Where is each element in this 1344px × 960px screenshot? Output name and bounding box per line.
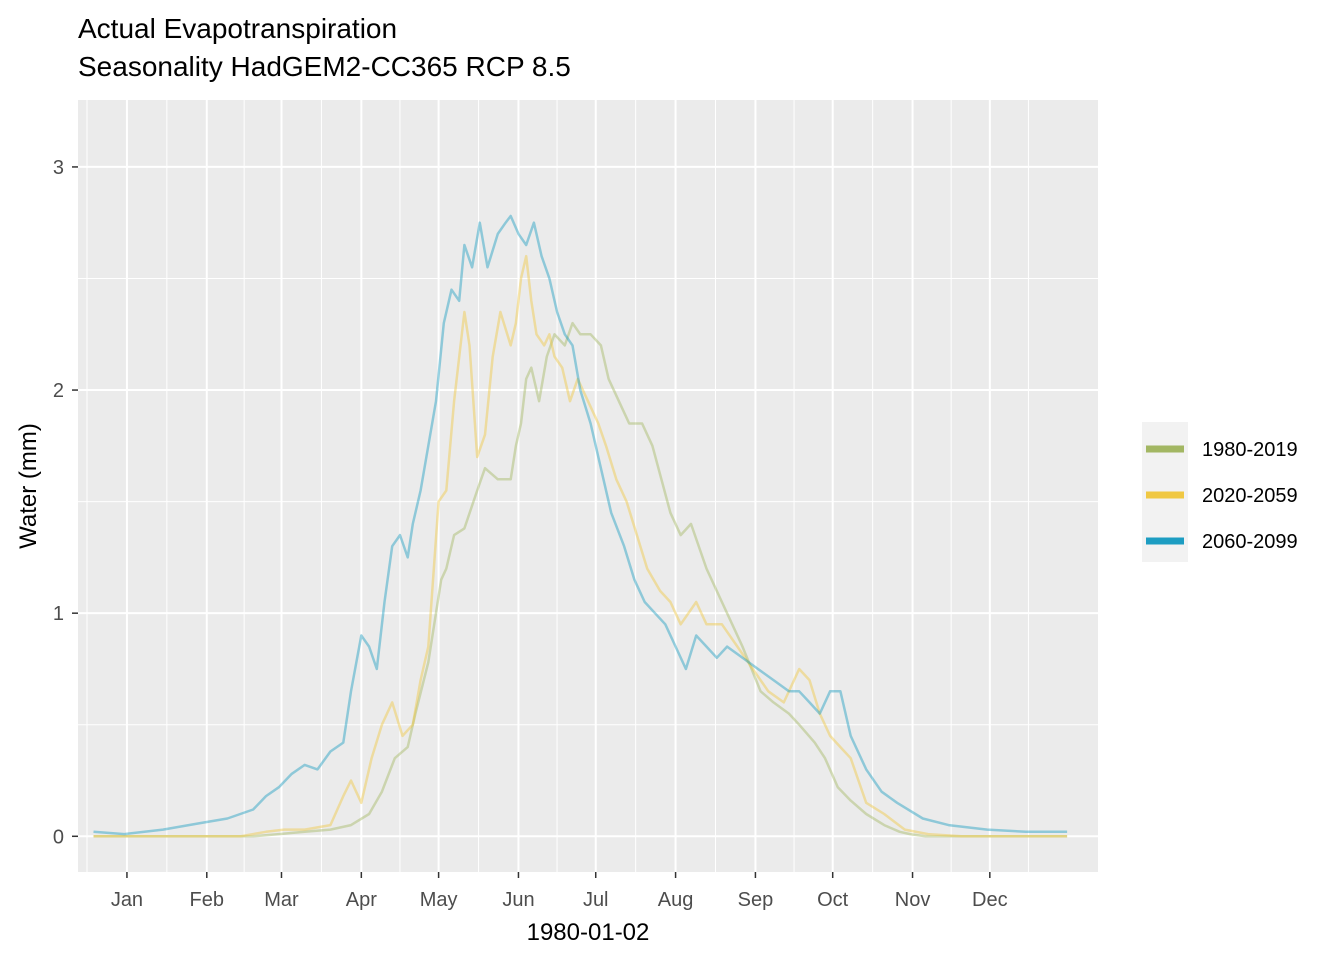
legend: 1980-2019 2020-2059 2060-2099 bbox=[1142, 422, 1298, 562]
y-axis-title: Water (mm) bbox=[15, 423, 42, 549]
chart-title: Actual Evapotranspiration bbox=[78, 13, 397, 44]
x-tick-label: Feb bbox=[190, 889, 224, 911]
grid-lines bbox=[78, 100, 1098, 872]
legend-label: 2060-2099 bbox=[1202, 531, 1298, 553]
x-axis-title: 1980-01-02 bbox=[527, 919, 650, 946]
x-tick-label: Dec bbox=[972, 889, 1008, 911]
y-tick-label: 2 bbox=[53, 380, 64, 402]
y-tick-label: 0 bbox=[53, 826, 64, 848]
x-tick-label: Aug bbox=[658, 889, 694, 911]
x-axis: Jan Feb Mar Apr May Jun Jul Aug Sep Oct Nov Dec bbox=[111, 872, 1008, 911]
x-tick-label: Jan bbox=[111, 889, 143, 911]
x-tick-label: May bbox=[420, 889, 458, 911]
y-axis: 0 1 2 3 bbox=[53, 157, 78, 848]
plot-panel bbox=[78, 100, 1098, 872]
series-line-1980-2019 bbox=[93, 321, 1068, 838]
series-line-2020-2059 bbox=[93, 254, 1068, 838]
x-tick-label: Sep bbox=[738, 889, 774, 911]
y-tick-label: 1 bbox=[53, 603, 64, 625]
x-tick-label: Jun bbox=[502, 889, 534, 911]
legend-label: 2020-2059 bbox=[1202, 485, 1298, 507]
x-tick-label: Jul bbox=[583, 889, 609, 911]
legend-label: 1980-2019 bbox=[1202, 439, 1298, 461]
x-tick-label: Mar bbox=[264, 889, 299, 911]
x-tick-label: Nov bbox=[895, 889, 931, 911]
series-layer bbox=[93, 214, 1068, 838]
x-tick-label: Oct bbox=[817, 889, 849, 911]
chart-subtitle: Seasonality HadGEM2-CC365 RCP 8.5 bbox=[78, 51, 571, 82]
y-tick-label: 3 bbox=[53, 157, 64, 179]
x-tick-label: Apr bbox=[346, 889, 377, 911]
series-line-2060-2099 bbox=[93, 214, 1068, 836]
